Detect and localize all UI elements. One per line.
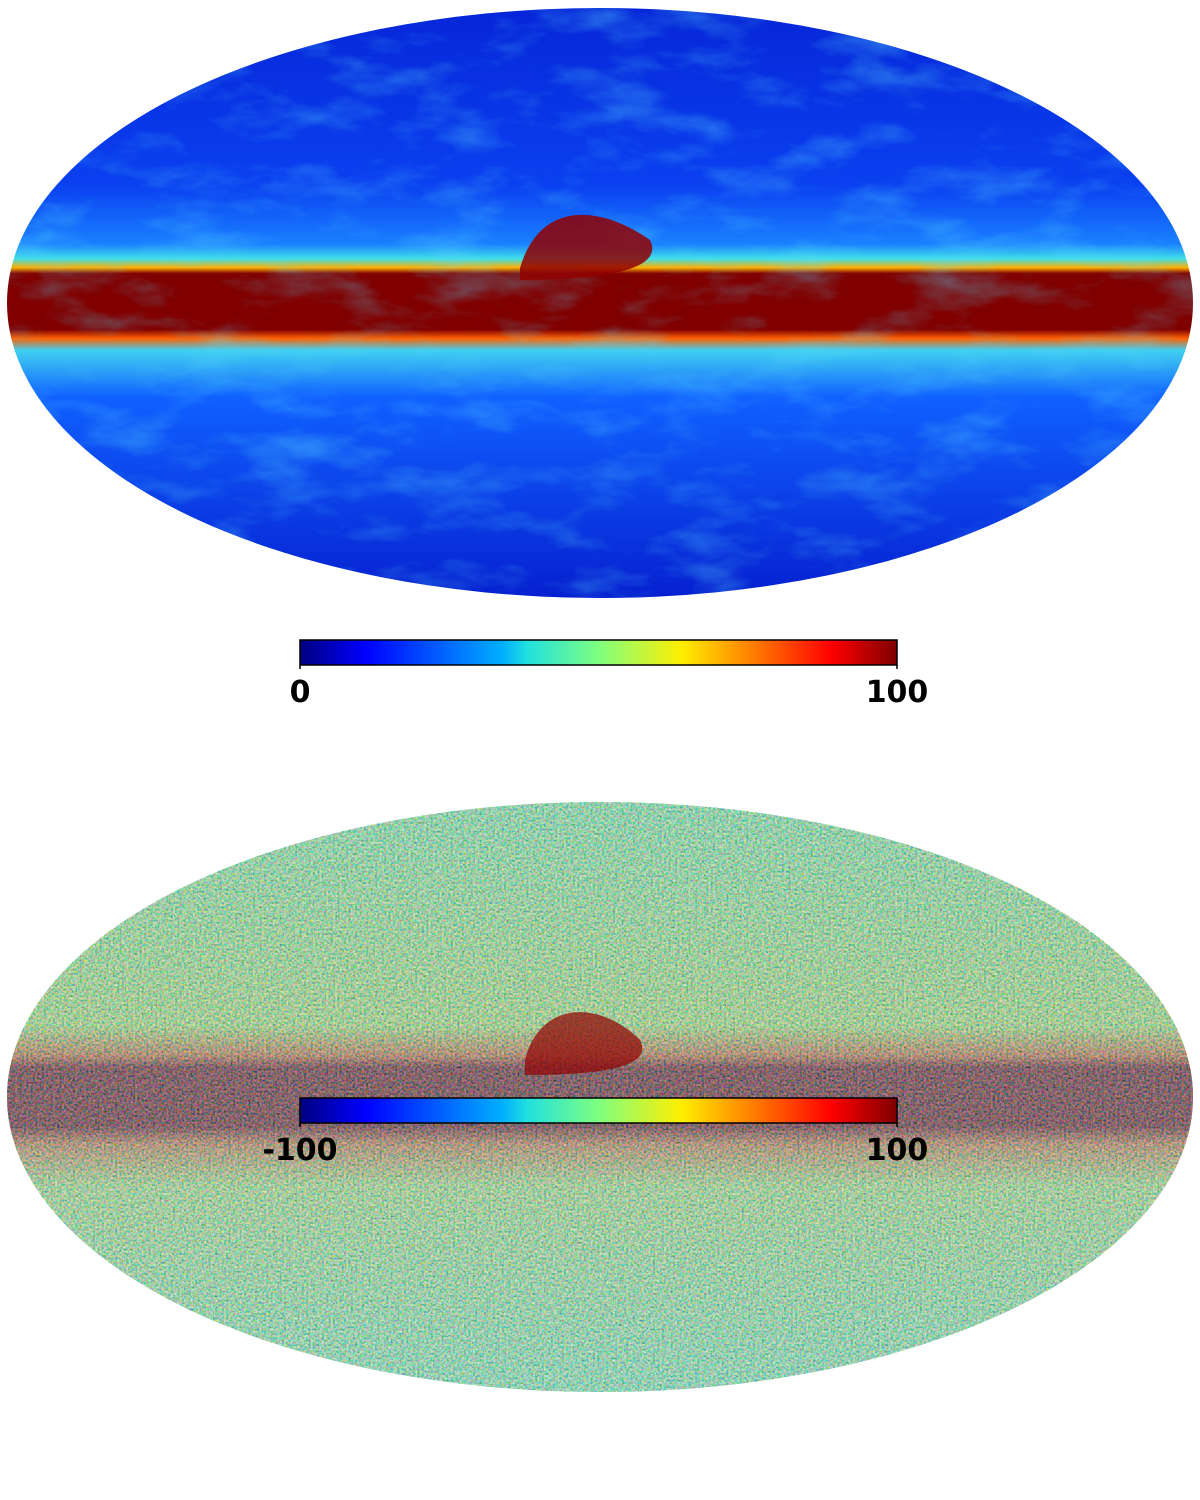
map-texture — [7, 802, 1193, 1392]
map-feature — [525, 1012, 643, 1075]
colorbar-label: 100 — [866, 1133, 929, 1168]
colorbar-label: -100 — [262, 1133, 337, 1168]
colorbar-label: 0 — [290, 675, 311, 710]
colorbar — [299, 639, 898, 666]
colorbar-label: 100 — [866, 675, 929, 710]
map-feature — [520, 214, 653, 280]
noise-map — [7, 802, 1193, 1392]
map-texture — [7, 8, 1193, 598]
dust-map — [7, 8, 1193, 598]
colorbar — [299, 1097, 898, 1124]
